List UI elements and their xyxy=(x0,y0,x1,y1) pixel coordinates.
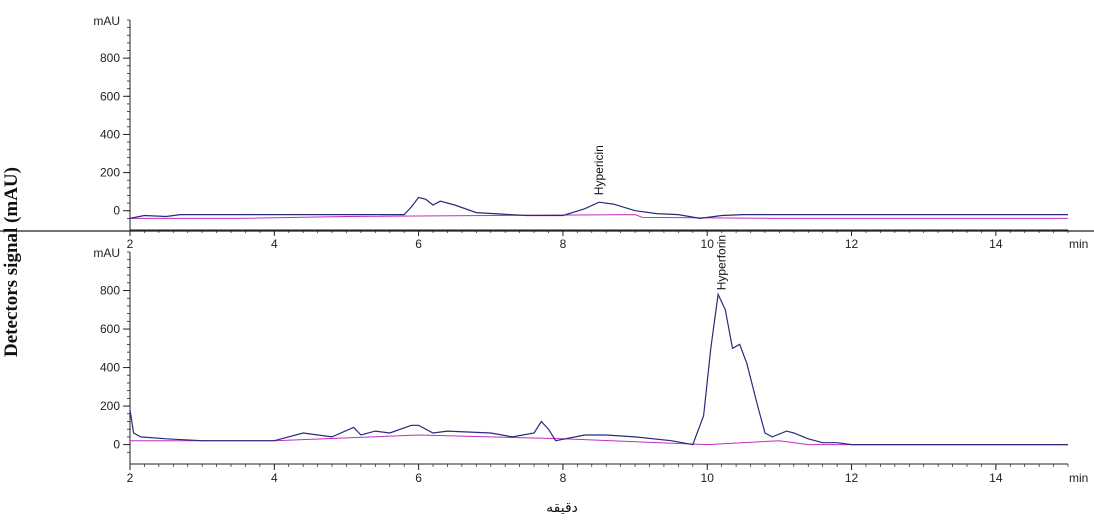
peak-label: Hypericin xyxy=(592,145,606,195)
baseline-line xyxy=(130,214,1068,219)
x-tick-label: 14 xyxy=(989,471,1003,485)
signal-trace-1 xyxy=(129,196,1068,220)
chart-panel-1: 0 200 400 600 800 mAU 2 4 6 8 10 12 14 min Hypericin xyxy=(93,14,1088,251)
y-tick-label: 400 xyxy=(100,361,120,375)
y-unit-label: mAU xyxy=(93,246,120,260)
x-tick-label: 12 xyxy=(845,471,859,485)
y-tick-label: 200 xyxy=(100,399,120,413)
signal-trace-1 xyxy=(129,292,1068,446)
x-tick-label: 12 xyxy=(845,237,859,251)
x-tick-label: 2 xyxy=(127,471,134,485)
chart-panel-2: 0 200 400 600 800 mAU 2 4 6 8 10 12 14 min Hyperforin xyxy=(93,235,1088,485)
y-tick-label: 600 xyxy=(100,322,120,336)
x-tick-label: 8 xyxy=(560,237,567,251)
y-tick-label: 400 xyxy=(100,127,120,141)
x-tick-label: 6 xyxy=(415,471,422,485)
x-tick-label: 4 xyxy=(271,471,278,485)
y-tick-label: 800 xyxy=(100,284,120,298)
x-tick-label: 10 xyxy=(701,237,715,251)
x-unit-label: min xyxy=(1069,471,1088,485)
x-tick-label: 14 xyxy=(989,237,1003,251)
y-tick-label: 200 xyxy=(100,166,120,180)
baseline-line xyxy=(130,434,1068,446)
peak-label: Hyperforin xyxy=(715,235,729,290)
y-tick-label: 0 xyxy=(113,438,120,452)
y-tick-label: 800 xyxy=(100,51,120,65)
x-tick-label: 10 xyxy=(701,471,715,485)
y-tick-label: 600 xyxy=(100,89,120,103)
x-tick-label: 8 xyxy=(560,471,567,485)
y-axis-title: Detectors signal (mAU) xyxy=(1,167,22,357)
x-tick-label: 6 xyxy=(415,237,422,251)
x-tick-label: 2 xyxy=(127,237,134,251)
x-unit-label: min xyxy=(1069,237,1088,251)
y-unit-label: mAU xyxy=(93,14,120,28)
x-axis-title: دقيقه xyxy=(546,500,578,516)
y-tick-label: 0 xyxy=(113,204,120,218)
x-tick-label: 4 xyxy=(271,237,278,251)
